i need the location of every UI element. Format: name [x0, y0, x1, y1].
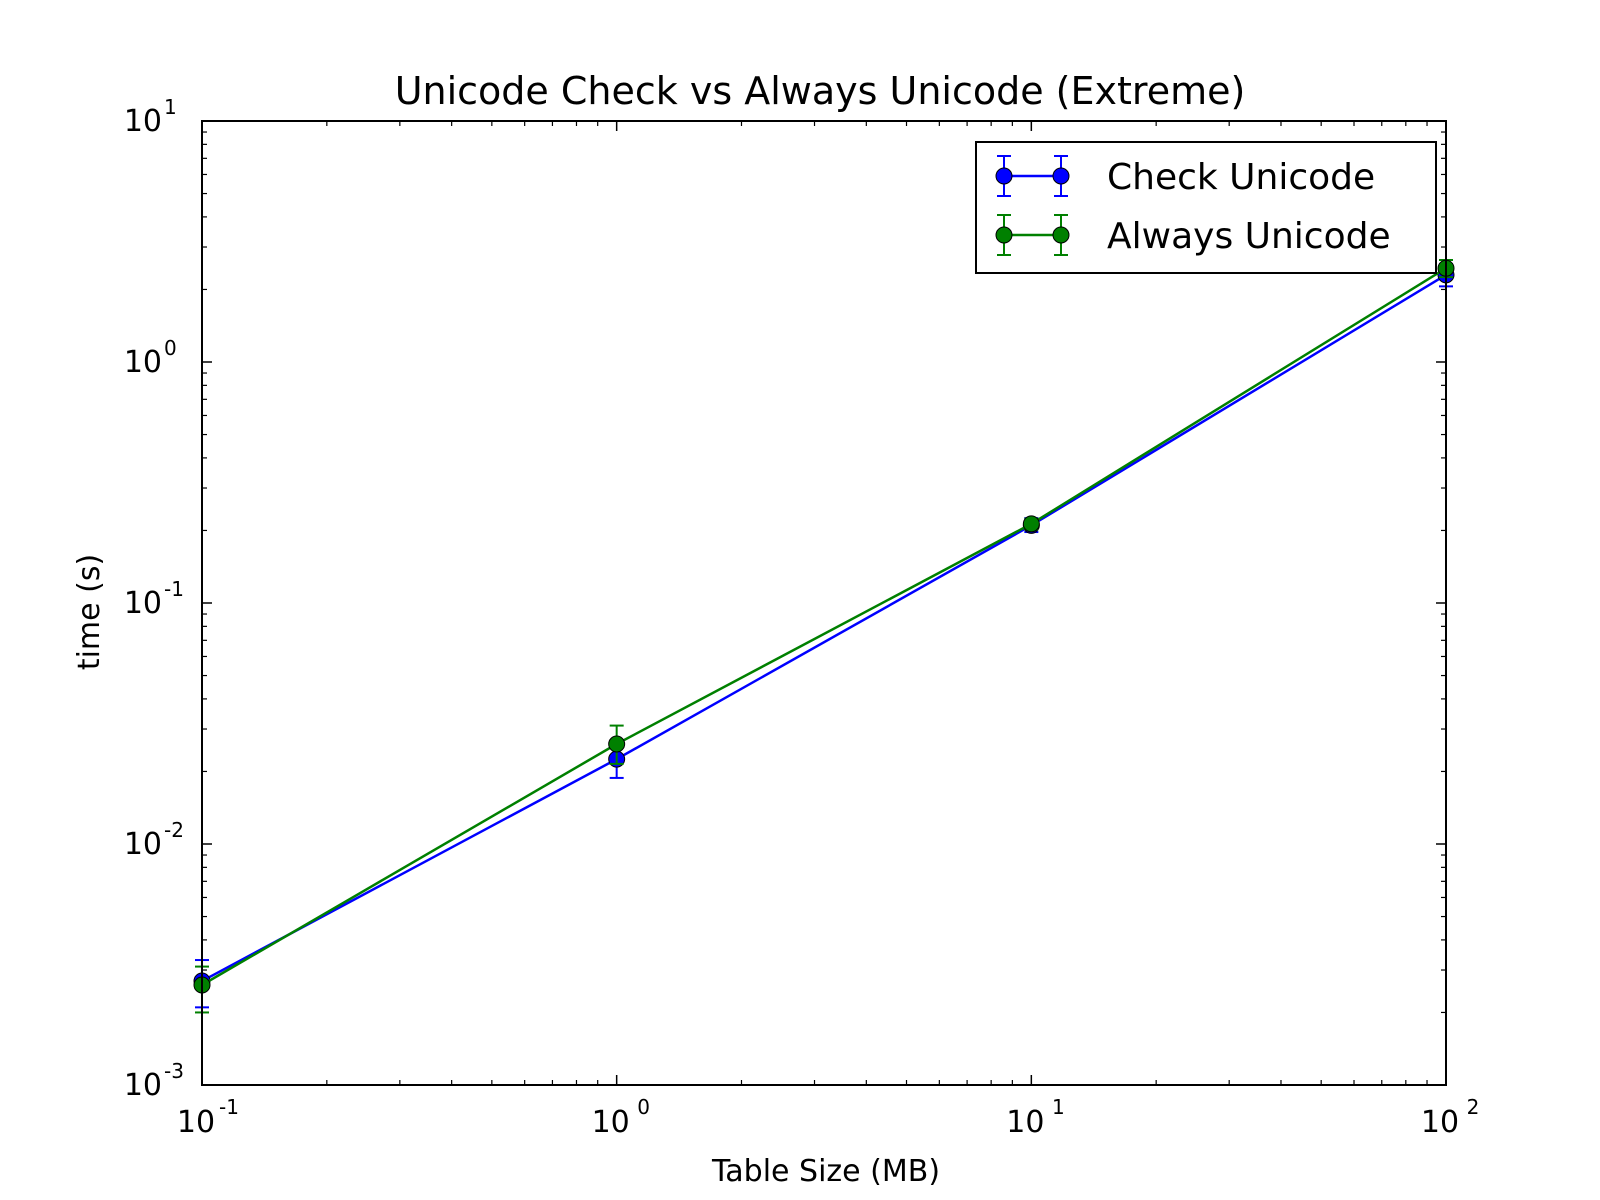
y-axis-label: time (s) [72, 554, 107, 670]
y-tick-exponent: -3 [164, 1059, 184, 1083]
x-tick-label: 10 [177, 1105, 215, 1140]
y-tick-exponent: -2 [164, 818, 184, 842]
y-tick-label: 10 [124, 586, 162, 621]
data-point [1022, 515, 1040, 533]
x-tick-exponent: -1 [219, 1095, 239, 1119]
y-tick-label: 10 [124, 104, 162, 139]
legend-marker [1052, 226, 1070, 244]
series-line [201, 273, 1447, 983]
legend-marker [1052, 167, 1070, 185]
legend-marker [995, 167, 1013, 185]
x-tick-exponent: 1 [1052, 1095, 1065, 1119]
x-tick-label: 10 [592, 1105, 630, 1140]
plot-frame [201, 120, 1447, 1086]
y-tick-label: 10 [124, 827, 162, 862]
y-tick-exponent: 0 [164, 336, 177, 360]
x-axis-label: Table Size (MB) [711, 1154, 940, 1189]
chart-title: Unicode Check vs Always Unicode (Extreme… [395, 69, 1246, 113]
x-tick-label: 10 [1421, 1105, 1459, 1140]
x-tick-exponent: 0 [637, 1095, 650, 1119]
x-tick-label: 10 [1006, 1105, 1044, 1140]
legend-entry: Check Unicode [995, 155, 1375, 198]
y-tick-label: 10 [124, 345, 162, 380]
data-point [608, 735, 626, 753]
legend: Check Unicode Always Unicode [975, 141, 1437, 274]
y-tick-label: 10 [124, 1068, 162, 1103]
legend-marker [995, 226, 1013, 244]
series-line [201, 267, 1447, 987]
legend-entry: Always Unicode [995, 214, 1391, 257]
legend-box [975, 141, 1437, 274]
y-tick-exponent: 1 [164, 95, 177, 119]
series-check-unicode [193, 263, 1455, 1009]
series-always-unicode [193, 258, 1455, 1014]
legend-label: Check Unicode [1107, 157, 1375, 198]
legend-label: Always Unicode [1107, 216, 1391, 257]
x-tick-exponent: 2 [1467, 1095, 1480, 1119]
y-tick-exponent: -1 [164, 577, 184, 601]
